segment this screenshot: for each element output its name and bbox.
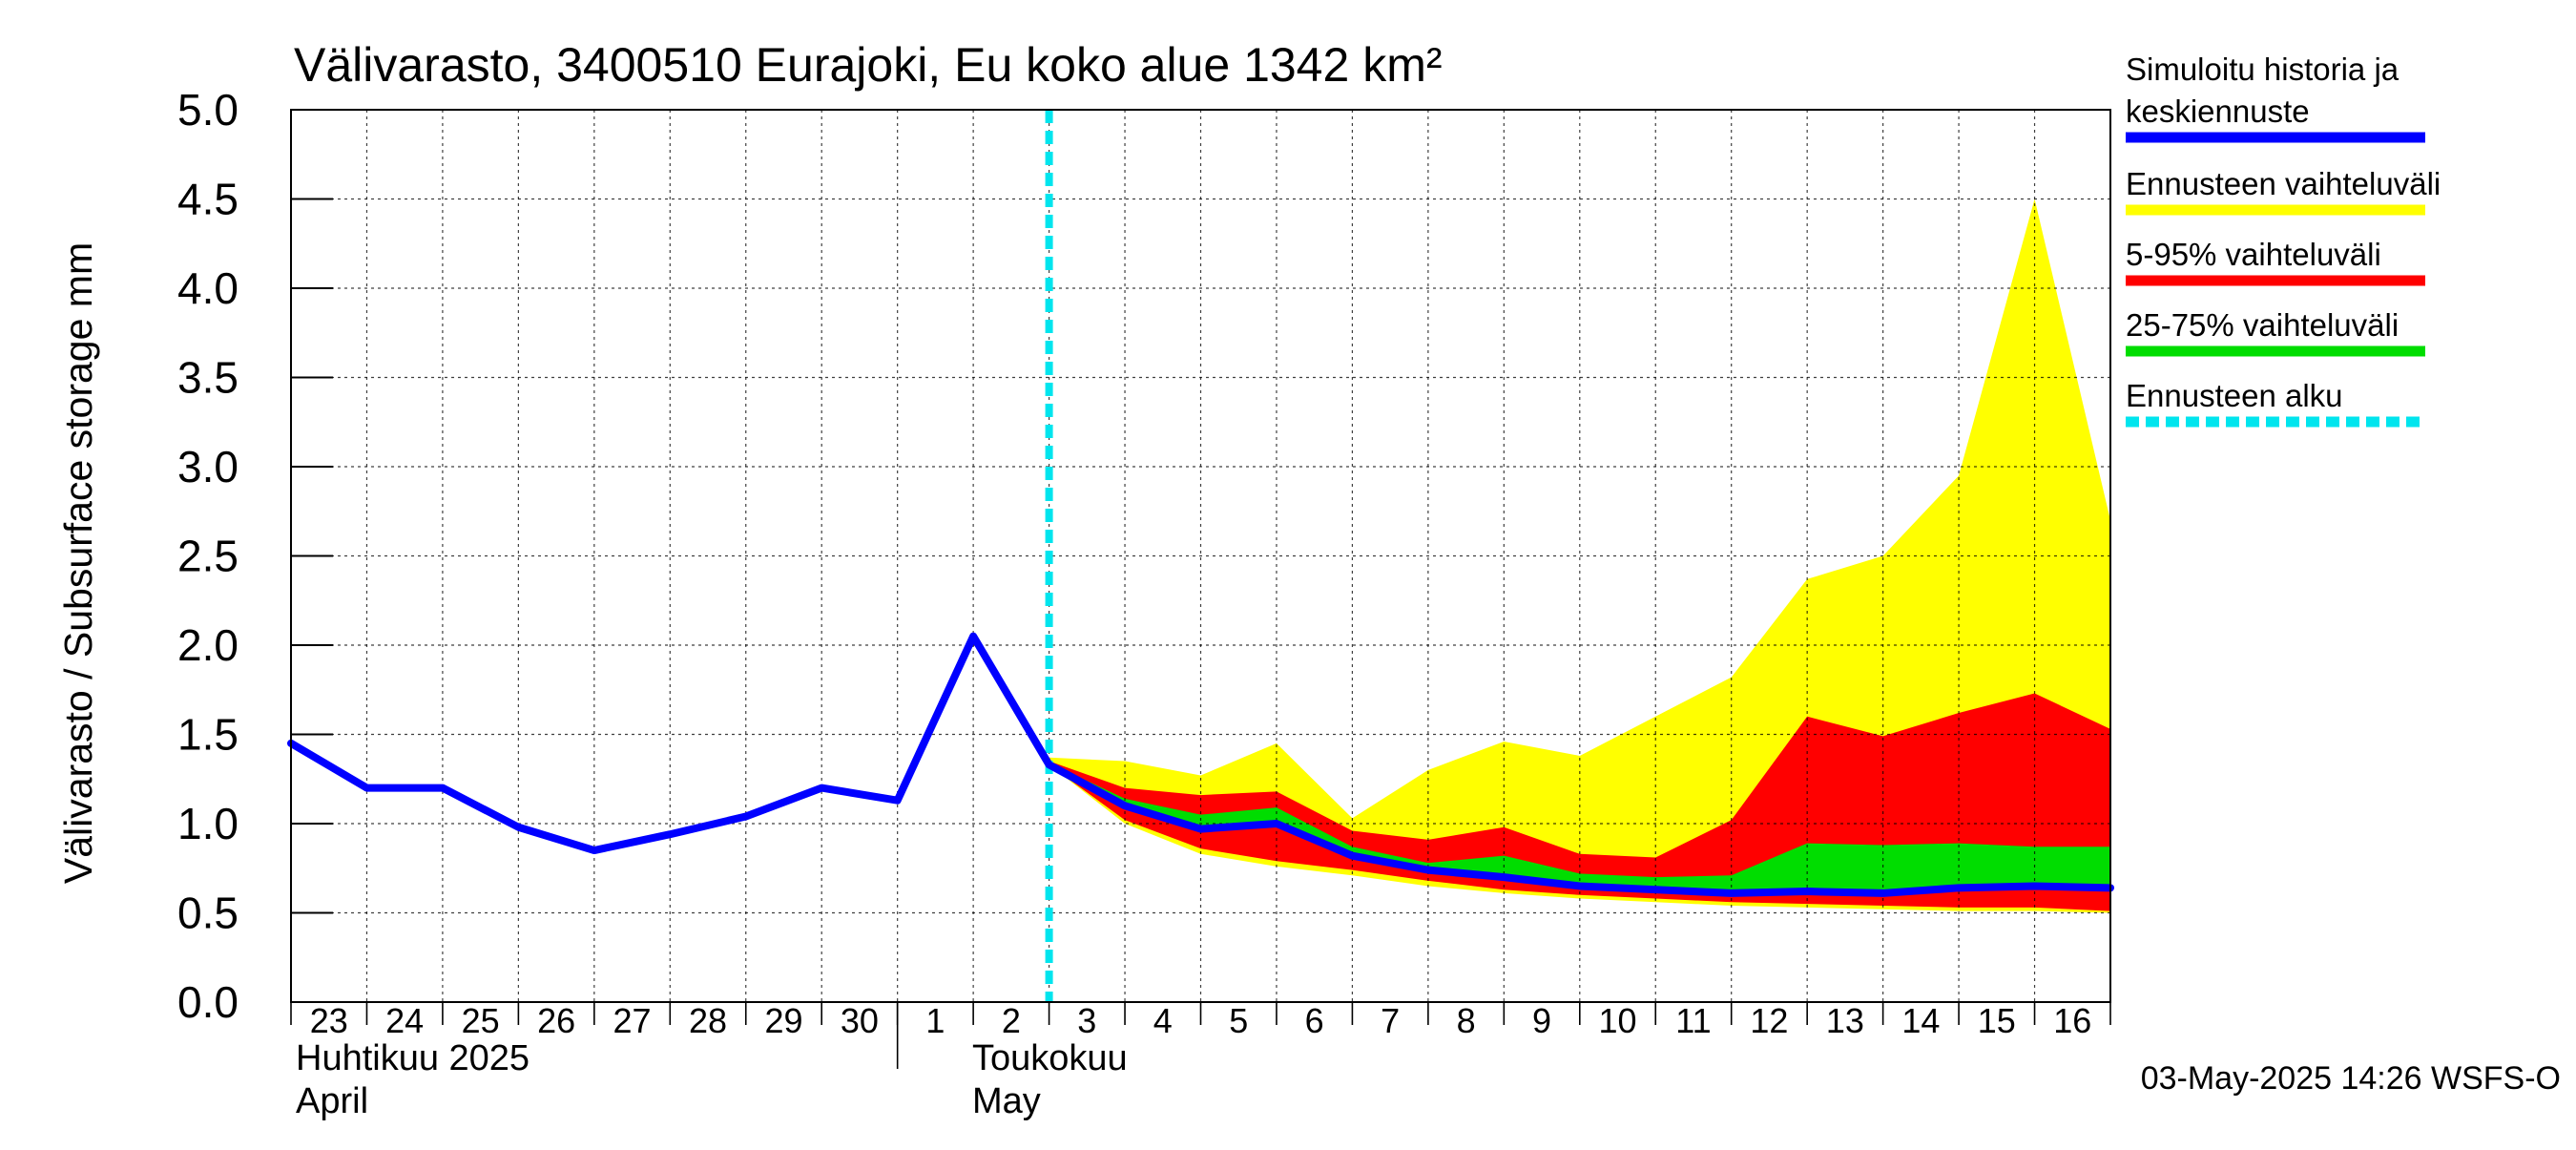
x-tick-label: 27 [613,1001,652,1040]
x-tick-label: 6 [1305,1001,1324,1040]
legend-item: Ennusteen vaihteluväli [2126,166,2441,210]
x-tick-label: 12 [1750,1001,1788,1040]
x-tick-label: 28 [689,1001,727,1040]
x-tick-label: 9 [1532,1001,1551,1040]
y-tick-label: 3.0 [177,442,239,491]
month-label-may-fi: Toukokuu [972,1038,1128,1078]
x-tick-label: 1 [925,1001,945,1040]
x-tick-label: 14 [1901,1001,1940,1040]
legend-label: 5-95% vaihteluväli [2126,237,2381,272]
x-tick-label: 15 [1978,1001,2016,1040]
legend-label-line2: keskiennuste [2126,94,2310,129]
legend-item: Ennusteen alku [2126,378,2425,422]
x-tick-label: 25 [462,1001,500,1040]
month-label-may-en: May [972,1081,1041,1121]
legend-label: Simuloitu historia ja [2126,52,2399,87]
legend-item: Simuloitu historia ja keskiennuste [2126,52,2425,137]
x-tick-label: 30 [841,1001,879,1040]
legend-label: Ennusteen alku [2126,378,2343,413]
chart-title: Välivarasto, 3400510 Eurajoki, Eu koko a… [294,38,1443,92]
legend-item: 5-95% vaihteluväli [2126,237,2425,281]
x-tick-label: 7 [1381,1001,1400,1040]
y-tick-label: 2.0 [177,620,239,670]
y-tick-label: 1.5 [177,710,239,760]
month-label-april-fi: Huhtikuu 2025 [296,1038,530,1078]
x-tick-label: 23 [310,1001,348,1040]
y-tick-label: 4.0 [177,263,239,313]
y-tick-label: 2.5 [177,532,239,581]
legend-layer: Simuloitu historia ja keskiennuste Ennuste… [2126,52,2441,422]
legend-label: 25-75% vaihteluväli [2126,307,2399,343]
y-tick-label: 5.0 [177,85,239,135]
x-tick-label: 26 [537,1001,575,1040]
x-tick-label: 16 [2053,1001,2091,1040]
y-axis-label: Välivarasto / Subsurface storage mm [56,242,100,884]
y-tick-label: 3.5 [177,353,239,403]
month-label-april-en: April [296,1081,368,1121]
x-tick-label: 29 [764,1001,802,1040]
legend-item: 25-75% vaihteluväli [2126,307,2425,351]
footer-timestamp: 03-May-2025 14:26 WSFS-O [2141,1060,2561,1097]
y-tick-label: 4.5 [177,175,239,224]
x-tick-label: 10 [1598,1001,1636,1040]
legend-label: Ennusteen vaihteluväli [2126,166,2441,201]
x-tick-label: 4 [1153,1001,1173,1040]
x-tick-label: 5 [1229,1001,1248,1040]
x-tick-label: 3 [1077,1001,1096,1040]
x-tick-label: 11 [1675,1001,1711,1040]
y-tick-label: 0.0 [177,977,239,1027]
x-tick-label: 13 [1826,1001,1864,1040]
x-tick-label: 2 [1002,1001,1021,1040]
x-tick-label: 8 [1457,1001,1476,1040]
y-tick-label: 1.0 [177,799,239,848]
y-tick-label: 0.5 [177,889,239,938]
x-tick-label: 24 [385,1001,424,1040]
